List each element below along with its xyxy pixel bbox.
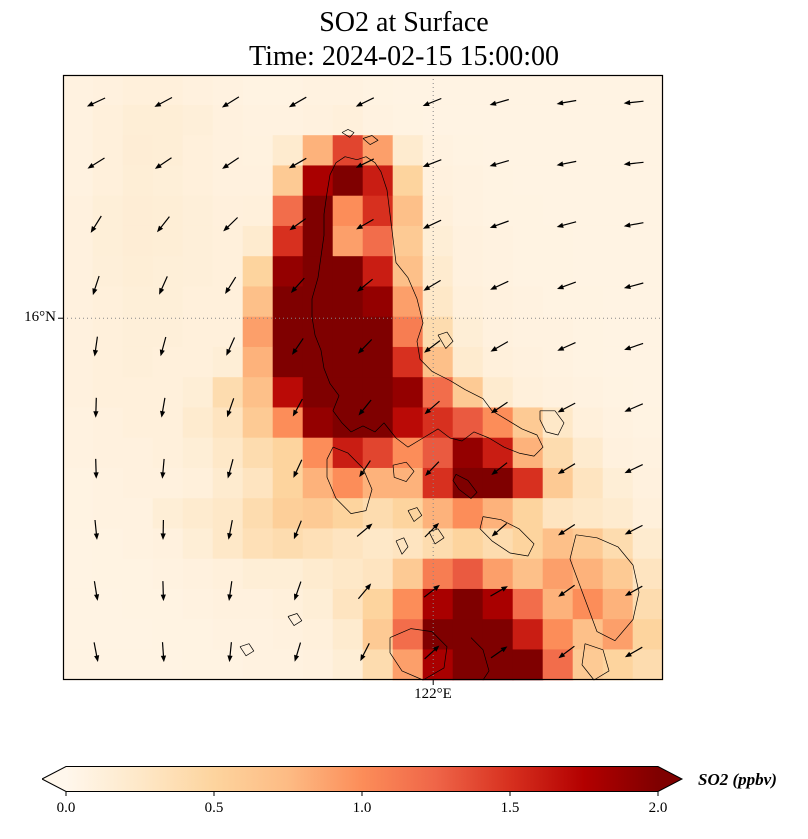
wind-quiver-layer (86, 96, 644, 663)
colorbar-tick-0: 0.0 (56, 800, 76, 816)
colorbar-tick-2: 1.0 (352, 800, 372, 816)
plot-subtitle: Time: 2024-02-15 15:00:00 (248, 41, 560, 72)
colorbar-tick-3: 1.5 (500, 800, 520, 816)
y-axis-tick-label: 16°N (24, 309, 56, 325)
colorbar-label: SO2 (ppbv) (698, 770, 777, 789)
axes-frame (58, 74, 664, 685)
so2-heatmap-svg (58, 74, 664, 685)
map-plot-area (58, 74, 664, 685)
colorbar-tick-1: 0.5 (204, 800, 224, 816)
plot-title: SO2 at Surface (319, 7, 489, 38)
gridline-layer (63, 75, 663, 680)
coastline-layer (239, 129, 640, 681)
colorbar (40, 766, 702, 798)
x-axis-tick-label: 122°E (414, 686, 452, 702)
colorbar-svg (40, 766, 684, 796)
colorbar-tick-4: 2.0 (648, 800, 668, 816)
heatmap-layer (62, 74, 664, 681)
